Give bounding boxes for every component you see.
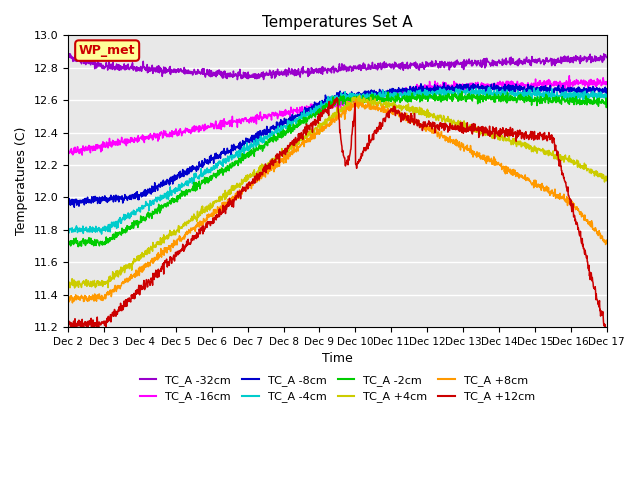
TC_A -8cm [293,112,301,118]
TC_A -32cm [294,72,301,77]
TC_A -4cm [106,229,114,235]
TC_A -16cm [314,106,322,111]
TC_A +4cm [71,285,79,291]
TC_A -16cm [371,91,379,97]
TC_A -32cm [65,51,73,57]
TC_A +4cm [128,262,136,267]
TC_A +8cm [106,289,114,295]
TC_A +8cm [371,104,379,109]
TC_A +8cm [293,143,301,149]
TC_A -2cm [458,89,466,95]
Text: WP_met: WP_met [79,44,136,57]
TC_A -2cm [74,244,82,250]
TC_A -16cm [603,80,611,85]
TC_A -4cm [603,96,611,101]
Line: TC_A +8cm: TC_A +8cm [68,99,607,303]
TC_A +4cm [356,93,364,98]
TC_A +12cm [106,314,114,320]
TC_A -8cm [106,197,114,203]
TC_A +4cm [106,273,114,279]
Line: TC_A -16cm: TC_A -16cm [68,76,607,155]
TC_A -4cm [98,231,106,237]
TC_A -2cm [371,96,379,102]
TC_A +8cm [68,300,76,306]
TC_A -32cm [603,55,611,60]
TC_A -8cm [128,192,136,197]
TC_A -32cm [314,67,322,73]
TC_A -2cm [314,111,322,117]
Line: TC_A -2cm: TC_A -2cm [68,92,607,247]
Line: TC_A +12cm: TC_A +12cm [68,98,607,334]
TC_A +12cm [333,95,340,101]
TC_A -2cm [293,124,301,130]
TC_A +8cm [128,276,136,281]
TC_A -4cm [304,112,312,118]
TC_A -8cm [64,203,72,209]
TC_A -8cm [371,91,379,96]
TC_A -32cm [371,65,379,71]
TC_A -16cm [304,106,312,112]
TC_A -2cm [106,238,114,243]
TC_A -32cm [64,53,72,59]
Title: Temperatures Set A: Temperatures Set A [262,15,413,30]
X-axis label: Time: Time [322,352,353,365]
TC_A -16cm [566,73,573,79]
TC_A -16cm [106,143,114,149]
TC_A +4cm [293,139,301,144]
TC_A +4cm [314,123,322,129]
Y-axis label: Temperatures (C): Temperatures (C) [15,127,28,235]
TC_A -16cm [78,152,86,158]
TC_A +12cm [128,294,136,300]
TC_A -8cm [314,103,322,109]
TC_A -16cm [64,148,72,154]
Line: TC_A -8cm: TC_A -8cm [68,83,607,207]
Line: TC_A -4cm: TC_A -4cm [68,87,607,234]
TC_A +8cm [304,139,312,144]
TC_A +12cm [603,331,611,337]
TC_A -8cm [603,90,611,96]
TC_A +4cm [603,175,611,181]
TC_A -2cm [603,99,611,105]
TC_A -4cm [64,229,72,235]
TC_A +4cm [371,98,379,104]
TC_A +4cm [304,133,312,139]
TC_A -2cm [304,114,312,120]
TC_A +8cm [314,131,322,137]
Legend: TC_A -32cm, TC_A -16cm, TC_A -8cm, TC_A -4cm, TC_A -2cm, TC_A +4cm, TC_A +8cm, T: TC_A -32cm, TC_A -16cm, TC_A -8cm, TC_A … [135,371,540,407]
TC_A -32cm [128,66,136,72]
TC_A +12cm [293,139,301,144]
TC_A -4cm [371,94,379,99]
TC_A -8cm [440,80,448,86]
TC_A +8cm [603,240,611,245]
TC_A -4cm [128,209,136,215]
TC_A +8cm [64,294,72,300]
TC_A -4cm [293,116,301,121]
TC_A -32cm [234,77,241,83]
TC_A -8cm [304,108,312,113]
TC_A -2cm [64,242,72,248]
TC_A +12cm [314,117,321,123]
TC_A -16cm [128,136,136,142]
TC_A +12cm [304,123,312,129]
TC_A -16cm [293,105,301,110]
TC_A -2cm [128,220,136,226]
Line: TC_A -32cm: TC_A -32cm [68,54,607,80]
Line: TC_A +4cm: TC_A +4cm [68,96,607,288]
TC_A -4cm [314,106,322,112]
TC_A -32cm [305,66,312,72]
TC_A -32cm [106,66,114,72]
TC_A -8cm [70,204,78,210]
TC_A -4cm [486,84,493,90]
TC_A +8cm [353,96,360,102]
TC_A +4cm [64,277,72,283]
TC_A +12cm [64,317,72,323]
TC_A +12cm [371,130,379,135]
